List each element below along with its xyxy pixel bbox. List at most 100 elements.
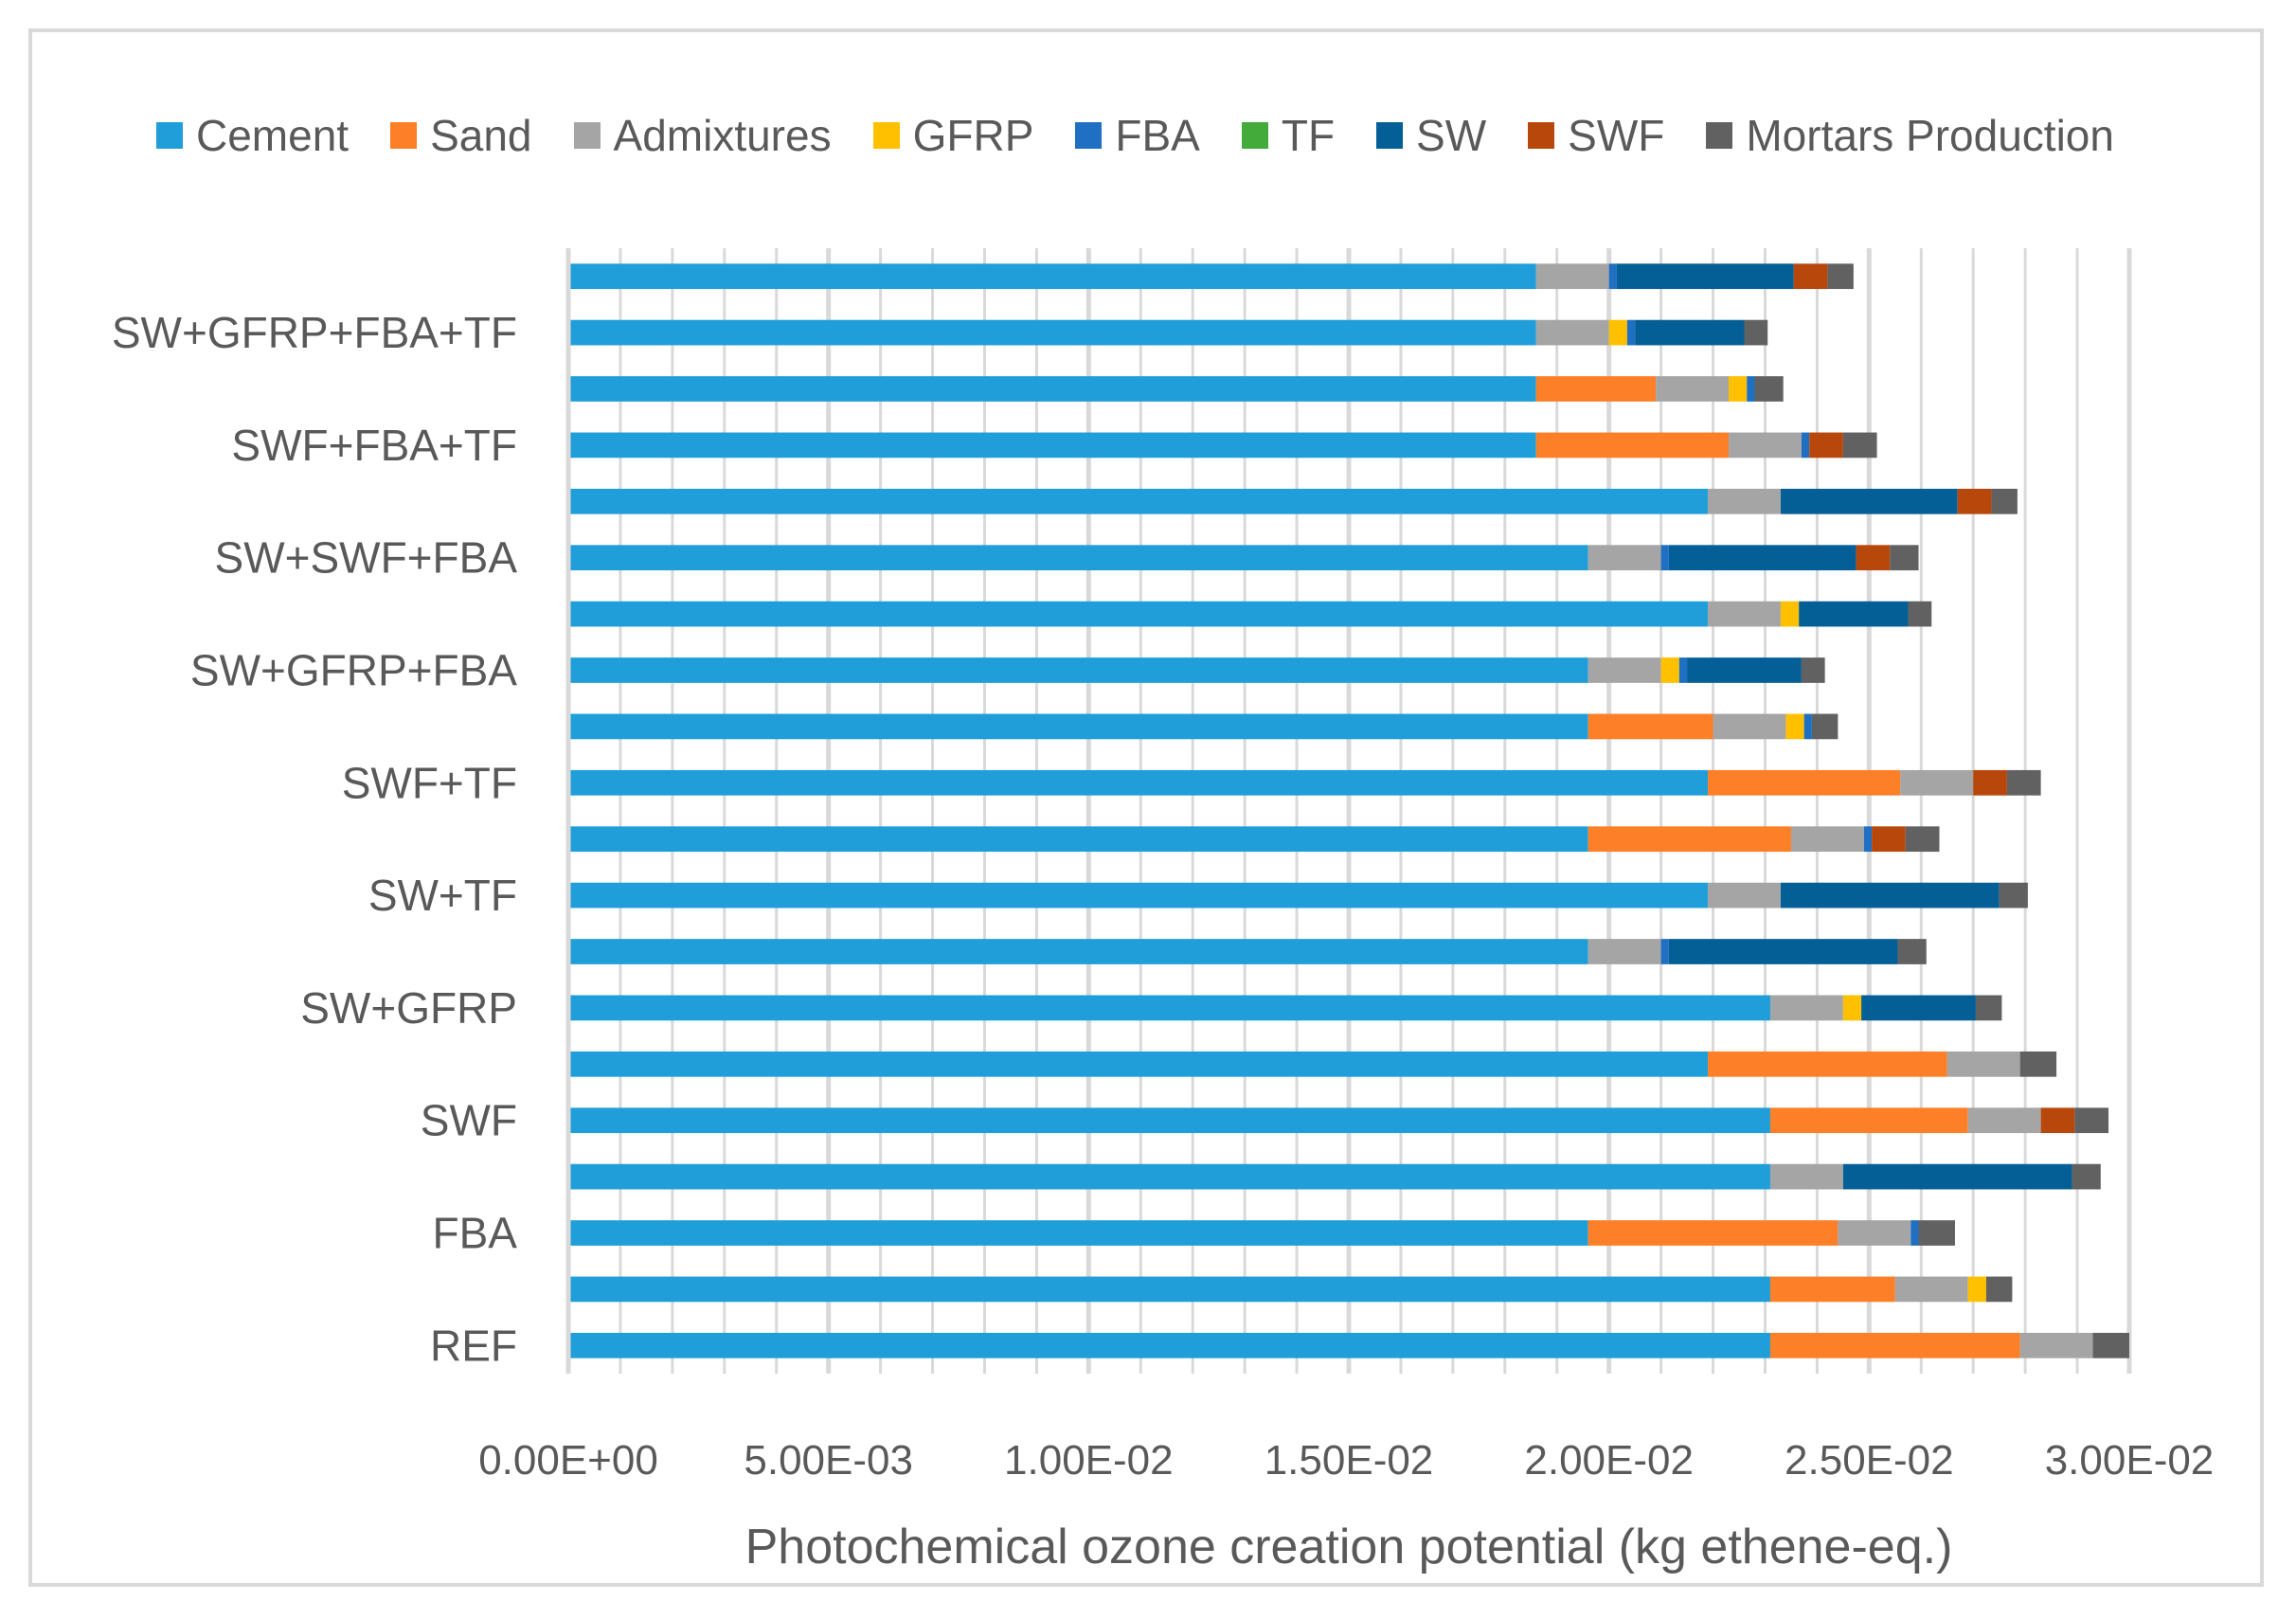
legend-item-sand: Sand [390,110,532,161]
bar-segment-swf [1793,263,1828,290]
bar-segment-cement [568,769,1709,796]
bar-segment-mortars-production [1897,939,1927,964]
bar-segment-sand [1769,1276,1895,1303]
bar-segment-sw [1780,488,1958,514]
bar-segment-swf [1809,432,1843,459]
category-label: SW+TF [368,871,517,920]
bar-segment-mortars-production [1905,826,1940,853]
x-tick-label: 1.50E-02 [1265,1437,1434,1484]
bar-segment-admixtures [1946,1051,2020,1077]
bar-segment-gfrp [1780,601,1800,627]
category-label: SW+GFRP [300,983,517,1033]
bar-segment-sw [1616,263,1794,290]
category-label: SW+GFRP+FBA [190,646,517,695]
bar-segment-swf [1872,826,1906,853]
bar-segment-sw [1668,545,1857,571]
legend-item-swf: SWF [1528,110,1664,161]
bar-segment-swf [2040,1107,2075,1134]
bar-segment-mortars-production [1890,545,1919,571]
bar-segment-admixtures [1708,882,1781,908]
x-tick-label: 5.00E-03 [744,1437,913,1484]
bar-segment-mortars-production [1811,713,1839,740]
bar-segment-admixtures [1587,545,1661,571]
bar-segment-fba [1660,545,1669,571]
bar-segment-mortars-production [2092,1332,2129,1358]
bar-segment-sand [1708,769,1901,796]
legend-label: Admixtures [613,111,832,160]
bar-segment-admixtures [1535,319,1609,346]
legend-label: TF [1281,111,1336,160]
x-tick-label: 2.00E-02 [1524,1437,1694,1484]
bar-segment-sand [1587,713,1713,740]
legend-label: GFRP [912,111,1034,160]
bar-segment-cement [568,713,1588,740]
bar-segment-cement [568,488,1709,514]
bar-segment-sw [1799,601,1909,627]
bar-segment-gfrp [1660,657,1679,683]
legend-label: SW [1416,111,1487,160]
bar-segment-gfrp [1785,713,1804,740]
category-label: SWF+TF [342,758,517,807]
bar-segment-cement [568,657,1588,683]
bar-segment-admixtures [1708,488,1781,514]
bar-segment-admixtures [1769,1163,1843,1190]
legend-label: SWF [1568,111,1665,160]
category-label: FBA [433,1209,518,1258]
legend-swatch-tf [1241,122,1268,149]
bar-segment-fba [1803,713,1812,740]
bar-segment-cement [568,319,1536,346]
bar-segment-admixtures [1769,995,1843,1021]
bar-segment-sw [1780,882,2000,908]
x-tick-label: 3.00E-02 [2045,1437,2215,1484]
bar-segment-mortars-production [1908,601,1932,627]
legend-swatch-swf [1528,122,1555,149]
bar-segment-admixtures [1587,939,1661,964]
bar-segment-fba [1910,1220,1919,1246]
bar-segment-cement [568,995,1770,1021]
bar-segment-swf [1957,488,1992,514]
legend-swatch-mortars-production [1706,122,1733,149]
bar-segment-sand [1769,1107,1968,1134]
bar-segment-cement [568,601,1709,627]
bar-segment-swf [1856,545,1891,571]
x-axis-title: Photochemical ozone creation potential (… [745,1520,1953,1574]
bar-segment-mortars-production [1985,1276,2013,1303]
bar-segment-mortars-production [1842,432,1877,459]
x-tick-label: 1.00E-02 [1004,1437,1174,1484]
bar-segment-mortars-production [2019,1051,2057,1077]
legend-label: Cement [196,111,350,160]
legend-label: Mortars Production [1746,111,2114,160]
bar-segment-admixtures [2019,1332,2093,1358]
bar-segment-fba [1626,319,1636,346]
legend-swatch-sw [1376,122,1404,149]
bar-segment-fba [1660,939,1669,964]
category-label: SWF+FBA+TF [231,421,517,470]
bar-segment-admixtures [1535,263,1609,290]
legend-swatch-gfrp [872,122,900,149]
bar-segment-mortars-production [1999,882,2028,908]
legend-swatch-admixtures [573,122,601,149]
bar-segment-admixtures [1656,376,1730,402]
bar-segment-sand [1535,376,1657,402]
bar-segment-sand [1587,826,1791,853]
legend-label: Sand [430,111,532,160]
legend-item-admixtures: Admixtures [573,110,832,161]
bar-segment-admixtures [1713,713,1786,740]
bar-segment-cement [568,939,1588,964]
bar-segment-admixtures [1838,1220,1911,1246]
bar-segment-fba [1801,432,1810,459]
legend-item-sw: SW [1376,110,1486,161]
bar-segment-cement [568,263,1536,290]
bar-segment-mortars-production [1744,319,1768,346]
bar-segment-gfrp [1842,995,1862,1021]
bar-segment-admixtures [1708,601,1781,627]
bar-segment-sw [1668,939,1898,964]
legend-item-fba: FBA [1075,110,1200,161]
bar-segment-sand [1535,432,1730,459]
bar-segment-cement [568,1276,1770,1303]
bar-segment-sw [1635,319,1745,346]
bar-segment-cement [568,1163,1770,1190]
bar-segment-admixtures [1894,1276,1968,1303]
bar-segment-gfrp [1729,376,1748,402]
bar-segment-sand [1769,1332,2020,1358]
